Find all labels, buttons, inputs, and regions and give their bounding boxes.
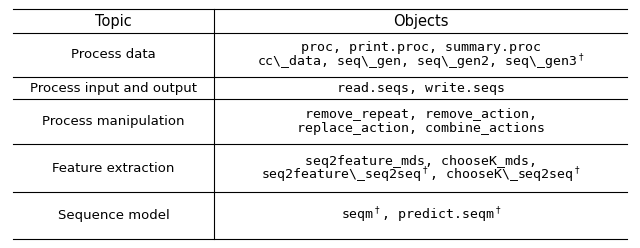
Text: read.seqs, write.seqs: read.seqs, write.seqs [337,82,505,94]
Text: Process input and output: Process input and output [30,82,197,94]
Text: replace_action, combine_actions: replace_action, combine_actions [297,122,545,135]
Text: Sequence model: Sequence model [58,209,170,222]
Text: seqm$^\dagger$, predict.seqm$^\dagger$: seqm$^\dagger$, predict.seqm$^\dagger$ [340,206,501,225]
Text: Topic: Topic [95,14,132,29]
Text: Process manipulation: Process manipulation [42,115,185,128]
Text: seq2feature_mds, chooseK_mds,: seq2feature_mds, chooseK_mds, [305,155,537,168]
Text: Process data: Process data [71,48,156,61]
Text: remove_repeat, remove_action,: remove_repeat, remove_action, [305,108,537,121]
Text: Feature extraction: Feature extraction [52,162,175,175]
Text: cc\_data, seq\_gen, seq\_gen2, seq\_gen3$^\dagger$: cc\_data, seq\_gen, seq\_gen2, seq\_gen3… [257,52,584,72]
Text: proc, print.proc, summary.proc: proc, print.proc, summary.proc [301,41,541,54]
Text: seq2feature\_seq2seq$^\dagger$, chooseK\_seq2seq$^\dagger$: seq2feature\_seq2seq$^\dagger$, chooseK\… [260,166,581,185]
Text: Objects: Objects [393,14,449,29]
